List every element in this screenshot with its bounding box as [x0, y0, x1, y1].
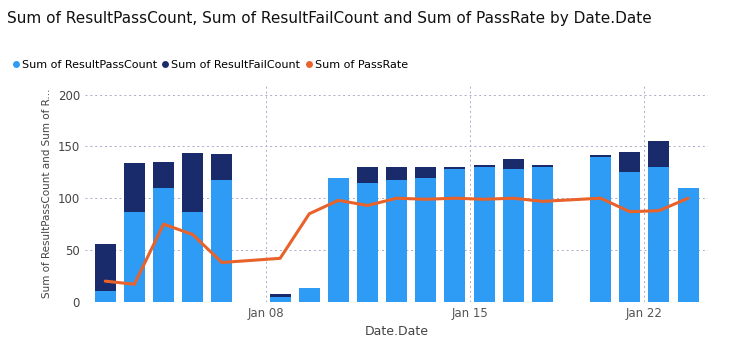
Bar: [328, 178, 349, 302]
Bar: [357, 183, 378, 302]
Bar: [124, 212, 145, 302]
Bar: [211, 154, 232, 180]
Bar: [269, 297, 291, 302]
Bar: [94, 291, 116, 302]
Bar: [474, 167, 494, 302]
Bar: [503, 169, 524, 302]
Bar: [677, 188, 699, 302]
Bar: [269, 293, 291, 297]
Bar: [649, 141, 669, 167]
Bar: [532, 167, 553, 302]
Bar: [619, 152, 641, 172]
Legend: Sum of ResultPassCount, Sum of ResultFailCount, Sum of PassRate: Sum of ResultPassCount, Sum of ResultFai…: [13, 60, 408, 70]
Bar: [590, 155, 611, 157]
Text: Sum of ResultPassCount, Sum of ResultFailCount and Sum of PassRate by Date.Date: Sum of ResultPassCount, Sum of ResultFai…: [7, 11, 652, 26]
Bar: [182, 212, 203, 302]
Bar: [153, 162, 174, 188]
Bar: [649, 167, 669, 302]
Bar: [124, 163, 145, 212]
Bar: [415, 167, 436, 178]
Bar: [444, 167, 466, 169]
Bar: [386, 180, 407, 302]
Bar: [619, 172, 641, 302]
Bar: [211, 180, 232, 302]
Bar: [415, 178, 436, 302]
Bar: [503, 159, 524, 169]
Bar: [357, 167, 378, 183]
X-axis label: Date.Date: Date.Date: [365, 325, 429, 338]
Bar: [182, 153, 203, 212]
Bar: [153, 188, 174, 302]
Bar: [474, 165, 494, 167]
Bar: [590, 157, 611, 302]
Bar: [94, 244, 116, 291]
Y-axis label: Sum of ResultPassCount and Sum of R...: Sum of ResultPassCount and Sum of R...: [42, 88, 52, 298]
Bar: [532, 165, 553, 167]
Bar: [386, 167, 407, 180]
Bar: [299, 289, 320, 302]
Bar: [444, 169, 466, 302]
